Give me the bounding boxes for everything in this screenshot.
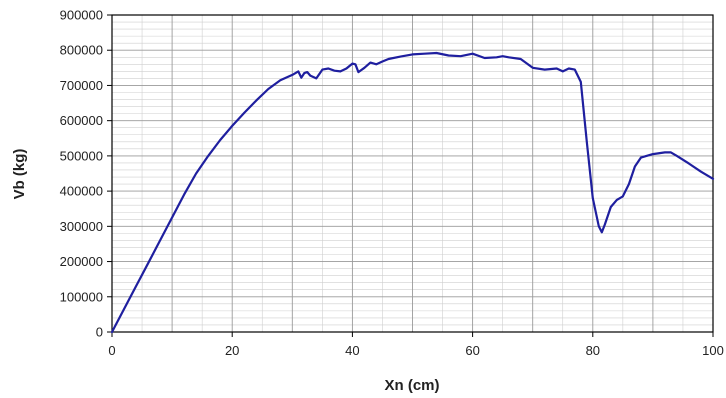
y-tick-label: 800000 [60, 43, 103, 58]
y-tick-label: 300000 [60, 219, 103, 234]
y-axis-ticks: 0 100000 200000 300000 400000 500000 600000 700… [60, 8, 112, 340]
x-tick-label: 0 [108, 343, 115, 358]
x-tick-label: 100 [702, 343, 724, 358]
y-tick-label: 100000 [60, 289, 103, 304]
series-line [110, 51, 715, 334]
x-axis-ticks: 0 20 40 60 80 100 [108, 332, 724, 358]
x-tick-label: 60 [465, 343, 479, 358]
x-axis-title: Xn (cm) [384, 377, 439, 394]
major-grid [112, 15, 713, 332]
x-tick-label: 20 [225, 343, 239, 358]
y-tick-label: 400000 [60, 184, 103, 199]
y-tick-label: 200000 [60, 254, 103, 269]
plot-border [111, 14, 714, 333]
y-axis-title: Vb (kg) [11, 149, 28, 200]
y-tick-label: 500000 [60, 148, 103, 163]
y-tick-label: 700000 [60, 78, 103, 93]
x-tick-label: 80 [586, 343, 600, 358]
y-tick-label: 0 [96, 325, 103, 340]
y-tick-label: 600000 [60, 113, 103, 128]
x-tick-label: 40 [345, 343, 359, 358]
y-tick-label: 900000 [60, 8, 103, 23]
